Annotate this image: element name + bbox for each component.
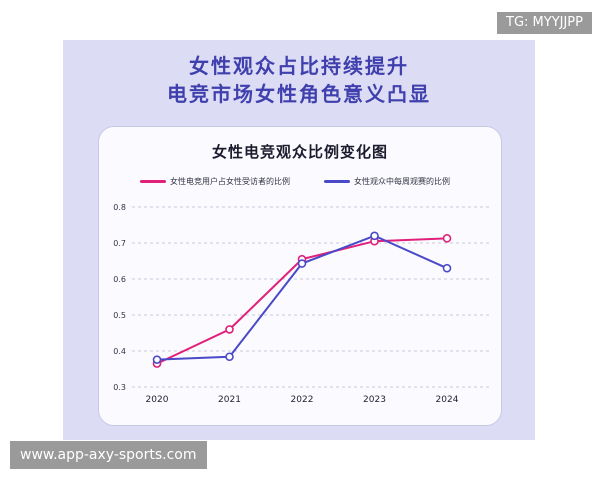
x-axis-ticks: 2020 2021 2022 2023 2024 (146, 395, 459, 405)
series-1-point-2023 (370, 231, 379, 241)
legend-label-weekly: 女性观众中每周观赛的比例 (354, 177, 450, 186)
y-tick-label-0: 0.3 (113, 383, 126, 392)
y-tick-label-1: 0.4 (113, 347, 126, 356)
series-layer (152, 231, 452, 368)
series-1-point-2022 (297, 259, 307, 268)
legend-swatch-user (140, 180, 166, 183)
chart-card (98, 126, 502, 426)
legend-label-user: 女性电竞用户占女性受访者的比例 (170, 177, 290, 186)
x-tick-label-2021: 2021 (218, 395, 241, 405)
chart-title: 女性电竞观众比例变化图 (211, 143, 388, 161)
y-tick-label-3: 0.6 (113, 275, 126, 284)
y-tick-label-2: 0.5 (113, 311, 126, 320)
x-tick-label-2022: 2022 (291, 395, 314, 405)
y-tick-label-5: 0.8 (113, 203, 126, 212)
series-1-point-2024 (442, 263, 452, 273)
url-watermark: www.app-axy-sports.com (10, 441, 207, 469)
grid-layer (132, 206, 492, 388)
series-0-point-2021 (225, 325, 234, 334)
x-tick-label-2023: 2023 (363, 395, 386, 405)
headline-line-2: 电竞市场女性角色意义凸显 (167, 82, 431, 106)
x-tick-label-2020: 2020 (146, 395, 169, 405)
headline-line-1: 女性观众占比持续提升 (189, 54, 409, 78)
x-tick-label-2024: 2024 (436, 395, 459, 405)
series-line-1 (156, 234, 448, 361)
series-1-point-2020 (152, 355, 162, 364)
legend-swatch-weekly (324, 180, 350, 183)
y-tick-label-4: 0.7 (113, 239, 126, 248)
series-0-point-2024 (442, 234, 452, 243)
tg-watermark: TG: MYYJJPP (497, 12, 592, 34)
y-axis-ticks: 0.3 0.4 0.5 0.6 0.7 0.8 (113, 203, 126, 392)
series-1-point-2021 (225, 352, 234, 362)
